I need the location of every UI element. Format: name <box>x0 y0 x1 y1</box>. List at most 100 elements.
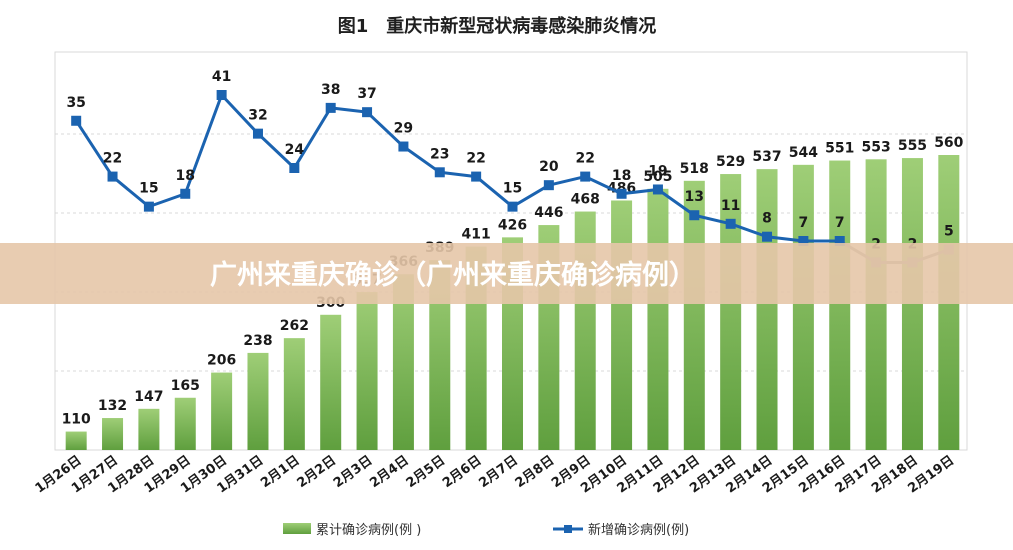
bar-label-4: 206 <box>207 353 236 369</box>
line-label-19: 8 <box>762 211 772 227</box>
bar-0 <box>65 431 87 450</box>
line-point-10 <box>434 167 445 178</box>
line-point-4 <box>216 90 227 100</box>
line-label-6: 24 <box>285 142 305 158</box>
bar-10 <box>429 260 451 450</box>
bar-6 <box>283 338 305 450</box>
bar-23 <box>901 158 923 450</box>
line-label-20: 7 <box>799 215 809 231</box>
legend-line-marker <box>564 525 572 533</box>
line-label-10: 23 <box>430 146 449 162</box>
bar-22 <box>865 159 887 451</box>
line-point-1 <box>107 171 118 182</box>
x-tick-label-6: 2月1日 <box>258 453 302 491</box>
bar-21 <box>829 160 851 450</box>
bar-label-22: 553 <box>861 139 890 155</box>
line-label-24: 5 <box>944 224 954 240</box>
x-tick-label-12: 2月7日 <box>476 453 520 491</box>
line-point-21 <box>834 236 845 246</box>
line-point-15 <box>616 188 627 199</box>
bar-label-3: 165 <box>171 378 200 394</box>
line-point-13 <box>543 180 554 191</box>
legend-bar-swatch <box>283 523 311 534</box>
x-tick-label-10: 2月5日 <box>404 453 448 491</box>
bar-label-1: 132 <box>98 398 127 414</box>
bar-17 <box>683 180 705 450</box>
bar-16 <box>647 188 669 451</box>
line-label-2: 15 <box>139 181 158 197</box>
line-label-18: 11 <box>721 198 740 214</box>
bar-9 <box>392 274 414 450</box>
bar-19 <box>756 169 778 450</box>
line-point-0 <box>71 115 82 126</box>
bar-label-24: 560 <box>934 135 963 151</box>
bar-label-12: 426 <box>498 217 527 233</box>
line-point-6 <box>289 163 300 173</box>
bar-4 <box>211 372 233 450</box>
x-tick-label-9: 2月4日 <box>367 453 411 491</box>
line-point-18 <box>725 218 736 229</box>
line-label-8: 37 <box>357 86 376 102</box>
bar-label-14: 468 <box>571 192 600 208</box>
line-point-17 <box>689 210 700 221</box>
line-point-9 <box>398 141 409 152</box>
banner-text: 广州来重庆确诊（广州来重庆确诊病例） <box>210 259 696 291</box>
bar-label-2: 147 <box>134 389 163 405</box>
line-label-0: 35 <box>66 95 85 111</box>
line-point-5 <box>252 128 263 139</box>
bar-label-20: 544 <box>789 145 818 161</box>
line-path-main <box>74 93 840 243</box>
bar-label-18: 529 <box>716 154 745 170</box>
line-label-14: 22 <box>575 151 594 167</box>
line-label-17: 13 <box>685 189 704 205</box>
line-point-12 <box>507 201 518 212</box>
line-label-7: 38 <box>321 82 340 98</box>
bar-7 <box>320 314 342 450</box>
legend: 累计确诊病例(例 ) 新增确诊病例(例) <box>283 522 689 538</box>
line-label-13: 20 <box>539 159 559 175</box>
bar-1 <box>102 418 124 450</box>
bar-2 <box>138 408 160 450</box>
bar-label-23: 555 <box>898 138 927 154</box>
line-point-20 <box>798 236 809 246</box>
bar-label-0: 110 <box>62 412 91 428</box>
x-tick-label-8: 2月3日 <box>331 453 375 491</box>
bar-label-19: 537 <box>752 149 781 165</box>
overlay-banner: 广州来重庆确诊（广州来重庆确诊病例） <box>0 243 1013 304</box>
line-label-1: 22 <box>103 151 122 167</box>
line-point-3 <box>180 188 191 199</box>
bar-label-16: 505 <box>643 169 672 185</box>
line-label-11: 22 <box>466 151 485 167</box>
x-tick-label-7: 2月2日 <box>295 453 339 491</box>
line-point-7 <box>325 102 336 113</box>
banner-background <box>0 243 1013 304</box>
bar-label-11: 411 <box>462 227 491 243</box>
legend-line-label: 新增确诊病例(例) <box>588 522 689 538</box>
line-label-5: 32 <box>248 108 267 124</box>
bar-label-13: 446 <box>534 205 563 221</box>
bar-15 <box>611 200 633 450</box>
bar-8 <box>356 292 378 450</box>
line-label-12: 15 <box>503 181 522 197</box>
bar-20 <box>792 164 814 451</box>
line-label-16: 19 <box>648 163 667 179</box>
bar-18 <box>720 174 742 451</box>
x-tick-label-11: 2月6日 <box>440 453 484 491</box>
bar-label-6: 262 <box>280 318 309 334</box>
line-point-16 <box>652 184 663 195</box>
bar-3 <box>174 397 196 450</box>
line-point-19 <box>762 231 773 242</box>
line-point-8 <box>362 107 373 118</box>
chart-title: 图1 重庆市新型冠状病毒感染肺炎情况 <box>338 15 657 37</box>
line-point-2 <box>143 201 154 212</box>
x-tick-label-13: 2月8日 <box>513 453 557 491</box>
line-label-15: 18 <box>612 168 631 184</box>
legend-bar-label: 累计确诊病例(例 ) <box>316 523 421 538</box>
bar-5 <box>247 352 269 450</box>
bar-label-17: 518 <box>680 161 709 177</box>
line-label-3: 18 <box>176 168 195 184</box>
bar-label-5: 238 <box>243 333 272 349</box>
line-label-4: 41 <box>212 69 231 85</box>
